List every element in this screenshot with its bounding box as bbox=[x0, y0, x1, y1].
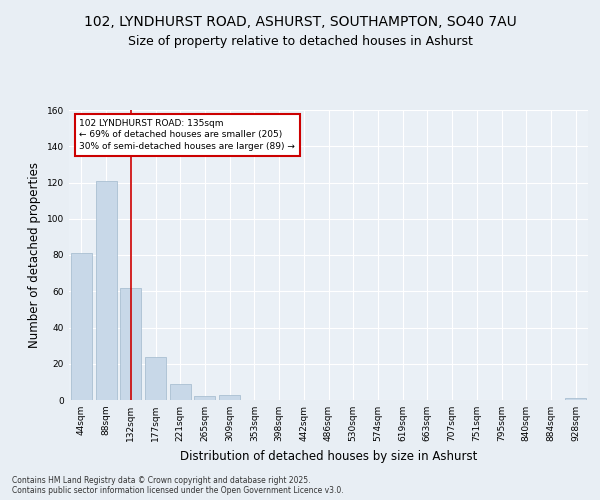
Text: 102 LYNDHURST ROAD: 135sqm
← 69% of detached houses are smaller (205)
30% of sem: 102 LYNDHURST ROAD: 135sqm ← 69% of deta… bbox=[79, 118, 295, 152]
Y-axis label: Number of detached properties: Number of detached properties bbox=[28, 162, 41, 348]
Bar bbox=[194, 396, 215, 400]
Text: Contains HM Land Registry data © Crown copyright and database right 2025.
Contai: Contains HM Land Registry data © Crown c… bbox=[12, 476, 344, 495]
Text: Size of property relative to detached houses in Ashurst: Size of property relative to detached ho… bbox=[128, 34, 472, 48]
Bar bbox=[95, 180, 116, 400]
Bar bbox=[120, 288, 141, 400]
X-axis label: Distribution of detached houses by size in Ashurst: Distribution of detached houses by size … bbox=[180, 450, 477, 462]
Text: 102, LYNDHURST ROAD, ASHURST, SOUTHAMPTON, SO40 7AU: 102, LYNDHURST ROAD, ASHURST, SOUTHAMPTO… bbox=[83, 16, 517, 30]
Bar bbox=[565, 398, 586, 400]
Bar bbox=[71, 253, 92, 400]
Bar bbox=[145, 356, 166, 400]
Bar bbox=[170, 384, 191, 400]
Bar bbox=[219, 394, 240, 400]
